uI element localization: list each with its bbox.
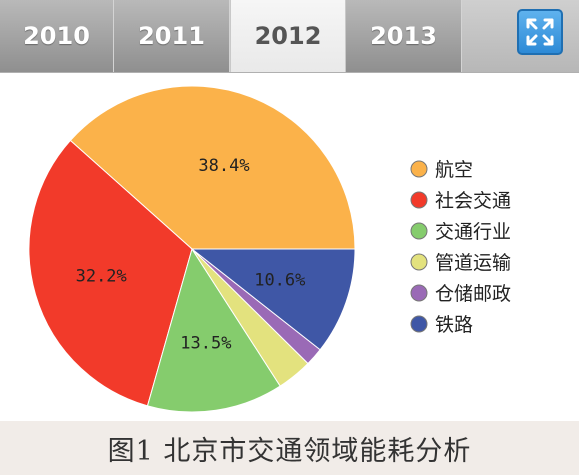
legend-label-3[interactable]: 管道运输 [435,252,511,274]
legend-marker-2[interactable] [410,222,428,240]
pie-slice-1[interactable] [28,139,193,407]
pie-slice-5[interactable] [190,248,356,351]
pie-slice-0[interactable] [69,85,356,250]
expand-button[interactable] [517,9,563,55]
pie-slice-2[interactable] [146,247,281,413]
legend-marker-0[interactable] [410,160,428,178]
tab-2010[interactable]: 2010 [0,0,114,72]
legend-label-2[interactable]: 交通行业 [435,221,511,243]
legend-marker-1[interactable] [410,191,428,209]
legend-label-5[interactable]: 铁路 [435,314,473,336]
tab-2013[interactable]: 2013 [346,0,462,72]
expand-arrows-icon [526,18,554,46]
pie-chart: 38.4% 32.2% 13.5% 10.6% 航空社会交通交通行业管道运输仓储邮政铁… [28,85,511,413]
slice-value-label-1: 32.2% [76,266,127,286]
slice-value-label-0: 38.4% [198,156,249,176]
legend-marker-4[interactable] [410,284,428,302]
legend-marker-5[interactable] [410,315,428,333]
year-tab-bar: 2010 2011 2012 2013 [0,0,579,73]
slice-value-label-5: 10.6% [254,270,305,290]
figure-caption: 图1 北京市交通领域能耗分析 [107,435,472,467]
tab-2012[interactable]: 2012 [230,0,346,72]
legend-label-4[interactable]: 仓储邮政 [435,283,511,305]
legend-label-0[interactable]: 航空 [435,159,473,181]
tab-2011[interactable]: 2011 [114,0,230,72]
legend-marker-3[interactable] [410,253,428,271]
slice-value-label-2: 13.5% [180,334,231,354]
legend-label-1[interactable]: 社会交通 [435,190,511,212]
